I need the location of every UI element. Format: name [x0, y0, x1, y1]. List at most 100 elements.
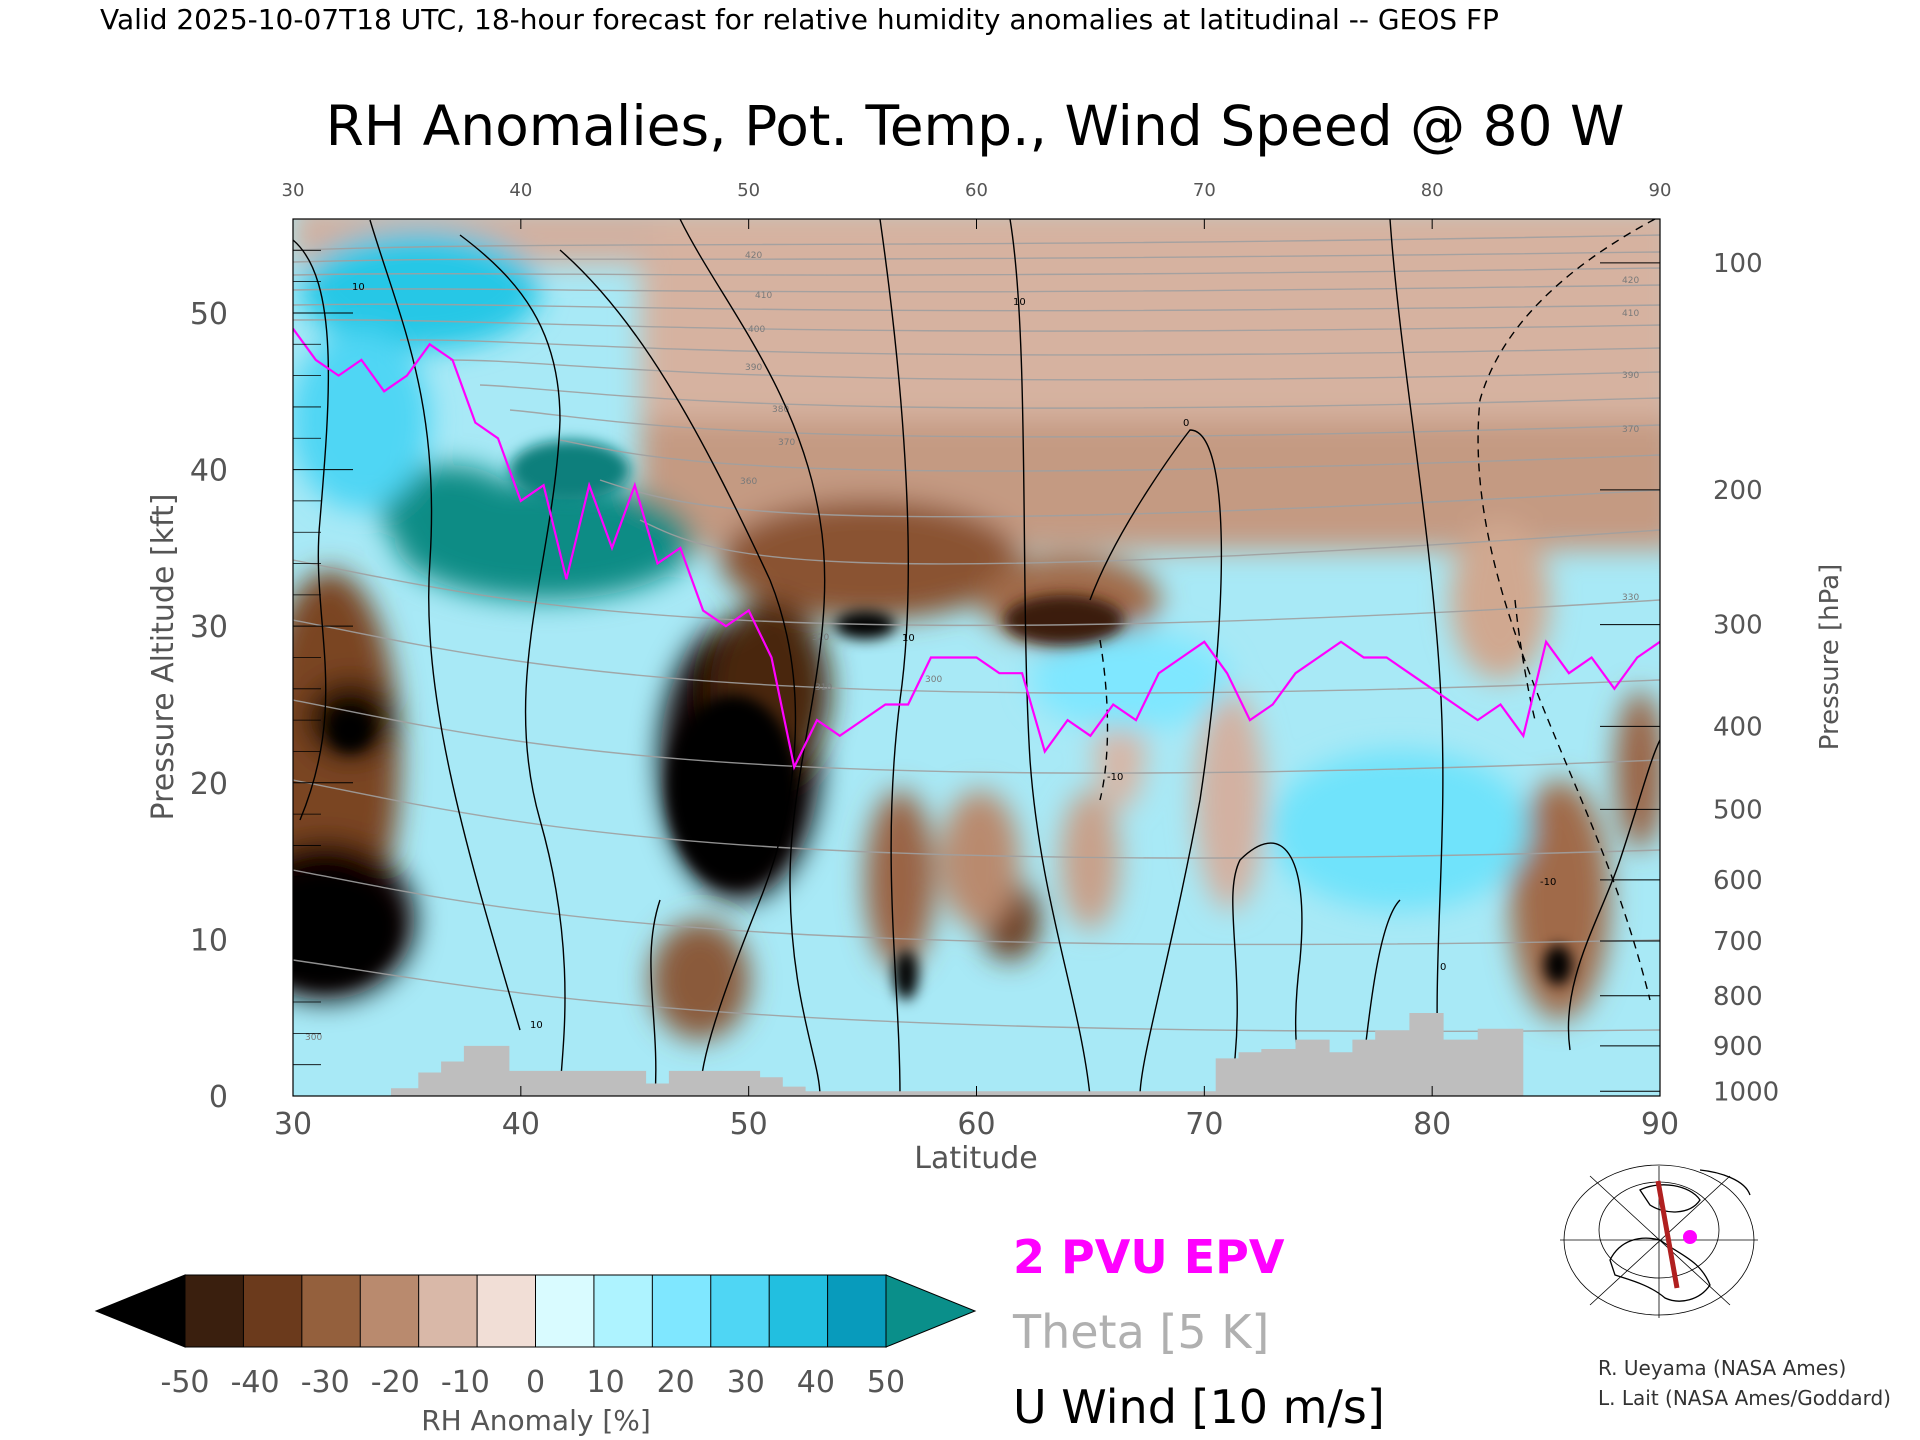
y-tick-label: 30 [190, 610, 228, 645]
u-wind-label: 10 [352, 282, 365, 293]
pressure-tick-label: 300 [1713, 611, 1763, 641]
y-tick-label: 20 [190, 767, 228, 802]
legend-u-wind: U Wind [10 m/s] [1013, 1380, 1385, 1434]
colorbar-tick-label: -20 [371, 1365, 420, 1400]
pvu-2-line [293, 327, 1660, 771]
colorbar-swatch [535, 1274, 595, 1348]
x-tick-label: 70 [1185, 1107, 1223, 1142]
u-wind-label: -10 [1540, 877, 1556, 888]
theta-label: 380 [772, 405, 789, 415]
valid-line: Valid 2025-10-07T18 UTC, 18-hour forecas… [100, 3, 1499, 36]
x-tick-label-top: 60 [965, 180, 988, 201]
y-tick-label: 10 [190, 923, 228, 958]
legend-theta: Theta [5 K] [1012, 1305, 1269, 1359]
theta-label: 390 [1622, 371, 1639, 381]
colorbar-swatch [301, 1274, 362, 1348]
x-tick-label: 60 [957, 1107, 995, 1142]
colorbar-swatch [242, 1274, 303, 1348]
theta-label: 360 [740, 477, 757, 487]
terrain [391, 1013, 1524, 1096]
y-tick-label: 50 [190, 297, 228, 332]
theta-label: 420 [1622, 276, 1639, 286]
colorbar-tick-label: -50 [161, 1365, 210, 1400]
pressure-tick-label: 700 [1713, 927, 1763, 957]
y-ticks: 0 10 20 30 40 50 [190, 249, 353, 1115]
colorbar-swatch [710, 1274, 771, 1348]
u-wind-label: 10 [902, 633, 915, 644]
colorbar-swatch [651, 1274, 712, 1348]
theta-label: 370 [1622, 425, 1639, 435]
theta-label: 370 [778, 438, 795, 448]
colorbar-tick-label: 20 [657, 1365, 695, 1400]
u-wind-label: 0 [1440, 962, 1446, 973]
credit-line-2: L. Lait (NASA Ames/Goddard) [1598, 1386, 1891, 1410]
x-axis-label: Latitude [914, 1141, 1037, 1176]
theta-label: 310 [815, 683, 832, 693]
chart-title: RH Anomalies, Pot. Temp., Wind Speed @ 8… [326, 94, 1625, 158]
u-wind-label: 10 [530, 1020, 543, 1031]
x-tick-label-top: 40 [509, 180, 532, 201]
theta-label: 300 [305, 1033, 322, 1043]
theta-label: 410 [755, 291, 772, 301]
plot-area: 420 410 400 390 380 370 360 320 310 300 … [146, 180, 1845, 1176]
colorbar-tick-label: 10 [587, 1365, 625, 1400]
theta-label: 400 [748, 325, 765, 335]
pressure-tick-label: 800 [1713, 982, 1763, 1012]
y-axis-label-left: Pressure Altitude [kft] [146, 494, 181, 821]
theta-label: 390 [745, 363, 762, 373]
inset-map [1560, 1164, 1758, 1318]
x-tick-label: 80 [1413, 1107, 1451, 1142]
colorbar-swatch [827, 1274, 887, 1348]
location-marker [1683, 1230, 1697, 1244]
legend-pvu: 2 PVU EPV [1013, 1230, 1285, 1284]
y-tick-label: 0 [209, 1080, 228, 1115]
pressure-tick-label: 400 [1713, 712, 1763, 742]
colorbar-tick-label: 30 [727, 1365, 765, 1400]
theta-contours [293, 234, 1660, 1032]
y-tick-label: 40 [190, 454, 228, 489]
theta-label: 420 [745, 251, 762, 261]
colorbar-tick-label: 40 [797, 1365, 835, 1400]
pressure-tick-label: 600 [1713, 866, 1763, 896]
pressure-ticks: 100 200 300 400 500 600 700 800 900 1000 [1600, 249, 1779, 1107]
x-tick-label-top: 80 [1421, 180, 1444, 201]
colorbar-swatch [593, 1274, 654, 1348]
colorbar-swatch [184, 1274, 245, 1348]
colorbar-high-arrow [885, 1274, 977, 1348]
colorbar-tick-label: -40 [231, 1365, 280, 1400]
u-wind-label: 0 [1183, 418, 1189, 429]
theta-label: 300 [925, 675, 942, 685]
colorbar-label: RH Anomaly [%] [421, 1404, 651, 1437]
credit-line-1: R. Ueyama (NASA Ames) [1598, 1356, 1846, 1380]
x-ticks: 30 30 40 40 50 50 60 60 70 70 80 80 90 90 [274, 180, 1679, 1142]
u-wind-labels: 10 10 0 10 -10 10 0 -10 [352, 282, 1556, 1031]
colorbar-tick-label: -30 [301, 1365, 350, 1400]
pressure-tick-label: 900 [1713, 1032, 1763, 1062]
u-wind-dashed-contours [1099, 219, 1656, 1001]
pressure-tick-label: 1000 [1713, 1077, 1779, 1107]
pressure-tick-label: 500 [1713, 795, 1763, 825]
u-wind-label: 10 [1013, 297, 1026, 308]
colorbar-tick-label: 0 [526, 1365, 545, 1400]
rh-anomaly-field: 420 410 400 390 380 370 360 320 310 300 … [293, 219, 1660, 1096]
x-tick-label: 50 [730, 1107, 768, 1142]
x-tick-label-top: 50 [737, 180, 760, 201]
cross-section-line [1655, 1180, 1680, 1289]
x-tick-label: 30 [274, 1107, 312, 1142]
colorbar-swatch [768, 1274, 829, 1348]
theta-label: 410 [1622, 309, 1639, 319]
theta-label: 330 [1622, 593, 1639, 603]
colorbar-swatch [418, 1274, 479, 1348]
colorbar-tick-label: 50 [867, 1365, 905, 1400]
colorbar-swatch [359, 1274, 420, 1348]
u-wind-contours [293, 219, 1660, 1096]
colorbar-low-arrow [94, 1274, 186, 1348]
pressure-tick-label: 200 [1713, 476, 1763, 506]
colorbar: -50 -40 -30 -20 -10 0 10 20 30 40 50 [94, 1274, 977, 1400]
x-tick-label: 40 [502, 1107, 540, 1142]
colorbar-swatch [476, 1274, 537, 1348]
x-tick-label-top: 70 [1193, 180, 1216, 201]
u-wind-label: -10 [1107, 772, 1123, 783]
legend: 2 PVU EPV Theta [5 K] U Wind [10 m/s] [1012, 1230, 1385, 1434]
